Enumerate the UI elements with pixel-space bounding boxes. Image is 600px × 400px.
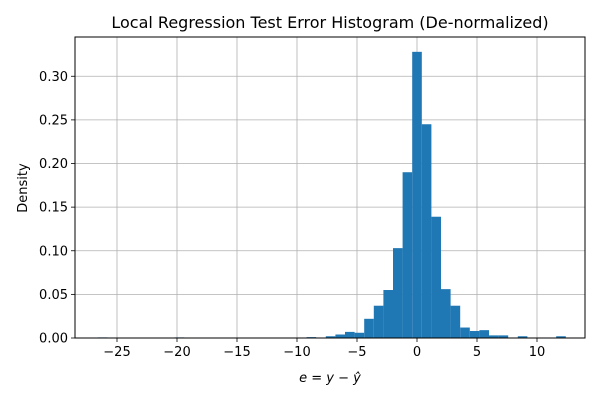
histogram-bar bbox=[364, 318, 374, 338]
y-tick-label: 0.05 bbox=[39, 288, 68, 303]
histogram-bar bbox=[460, 327, 470, 338]
y-axis-label: Density bbox=[16, 163, 31, 213]
y-tick-label: 0.15 bbox=[39, 201, 68, 216]
x-axis-label: e = y − ŷ bbox=[299, 371, 361, 386]
x-tick-label: 5 bbox=[473, 345, 481, 360]
x-tick-label: 10 bbox=[529, 345, 546, 360]
plot-area-frame bbox=[74, 36, 586, 339]
histogram-bar bbox=[431, 216, 441, 338]
x-tick-label: −15 bbox=[223, 345, 250, 360]
axis-ticks: −25 −20 −15 −10 −5 0 5 10 0.00 0.05 0.10 0.15 0.20 0.… bbox=[39, 70, 545, 360]
x-tick-label: −10 bbox=[283, 345, 310, 360]
histogram-bars bbox=[97, 51, 566, 339]
histogram-bar bbox=[412, 51, 422, 339]
histogram-bar bbox=[498, 335, 509, 338]
histogram-bar bbox=[469, 331, 480, 338]
chart-title: Local Regression Test Error Histogram (D… bbox=[111, 13, 548, 32]
x-tick-label: −25 bbox=[103, 345, 130, 360]
y-tick-label: 0.25 bbox=[39, 113, 68, 128]
histogram-bar bbox=[479, 330, 489, 338]
histogram-bar bbox=[325, 336, 336, 338]
y-tick-label: 0.20 bbox=[39, 157, 68, 172]
histogram-bar bbox=[402, 172, 413, 338]
histogram-bar bbox=[345, 331, 355, 338]
histogram-bar bbox=[335, 334, 345, 338]
x-tick-label: −5 bbox=[347, 345, 366, 360]
x-tick-label: 0 bbox=[413, 345, 421, 360]
histogram-bar bbox=[517, 336, 528, 338]
histogram-bar bbox=[556, 336, 566, 338]
histogram-bar bbox=[393, 248, 403, 338]
histogram-bar bbox=[354, 332, 365, 338]
y-tick-label: 0.10 bbox=[39, 244, 68, 259]
histogram-bar bbox=[383, 290, 393, 338]
histogram-bar bbox=[421, 124, 432, 339]
histogram-bar bbox=[373, 305, 384, 338]
histogram-bar bbox=[489, 335, 499, 338]
histogram-bar bbox=[441, 289, 451, 338]
y-tick-label: 0.00 bbox=[39, 332, 68, 347]
x-tick-label: −20 bbox=[163, 345, 190, 360]
histogram-bar bbox=[450, 305, 461, 338]
y-tick-label: 0.30 bbox=[39, 70, 68, 85]
